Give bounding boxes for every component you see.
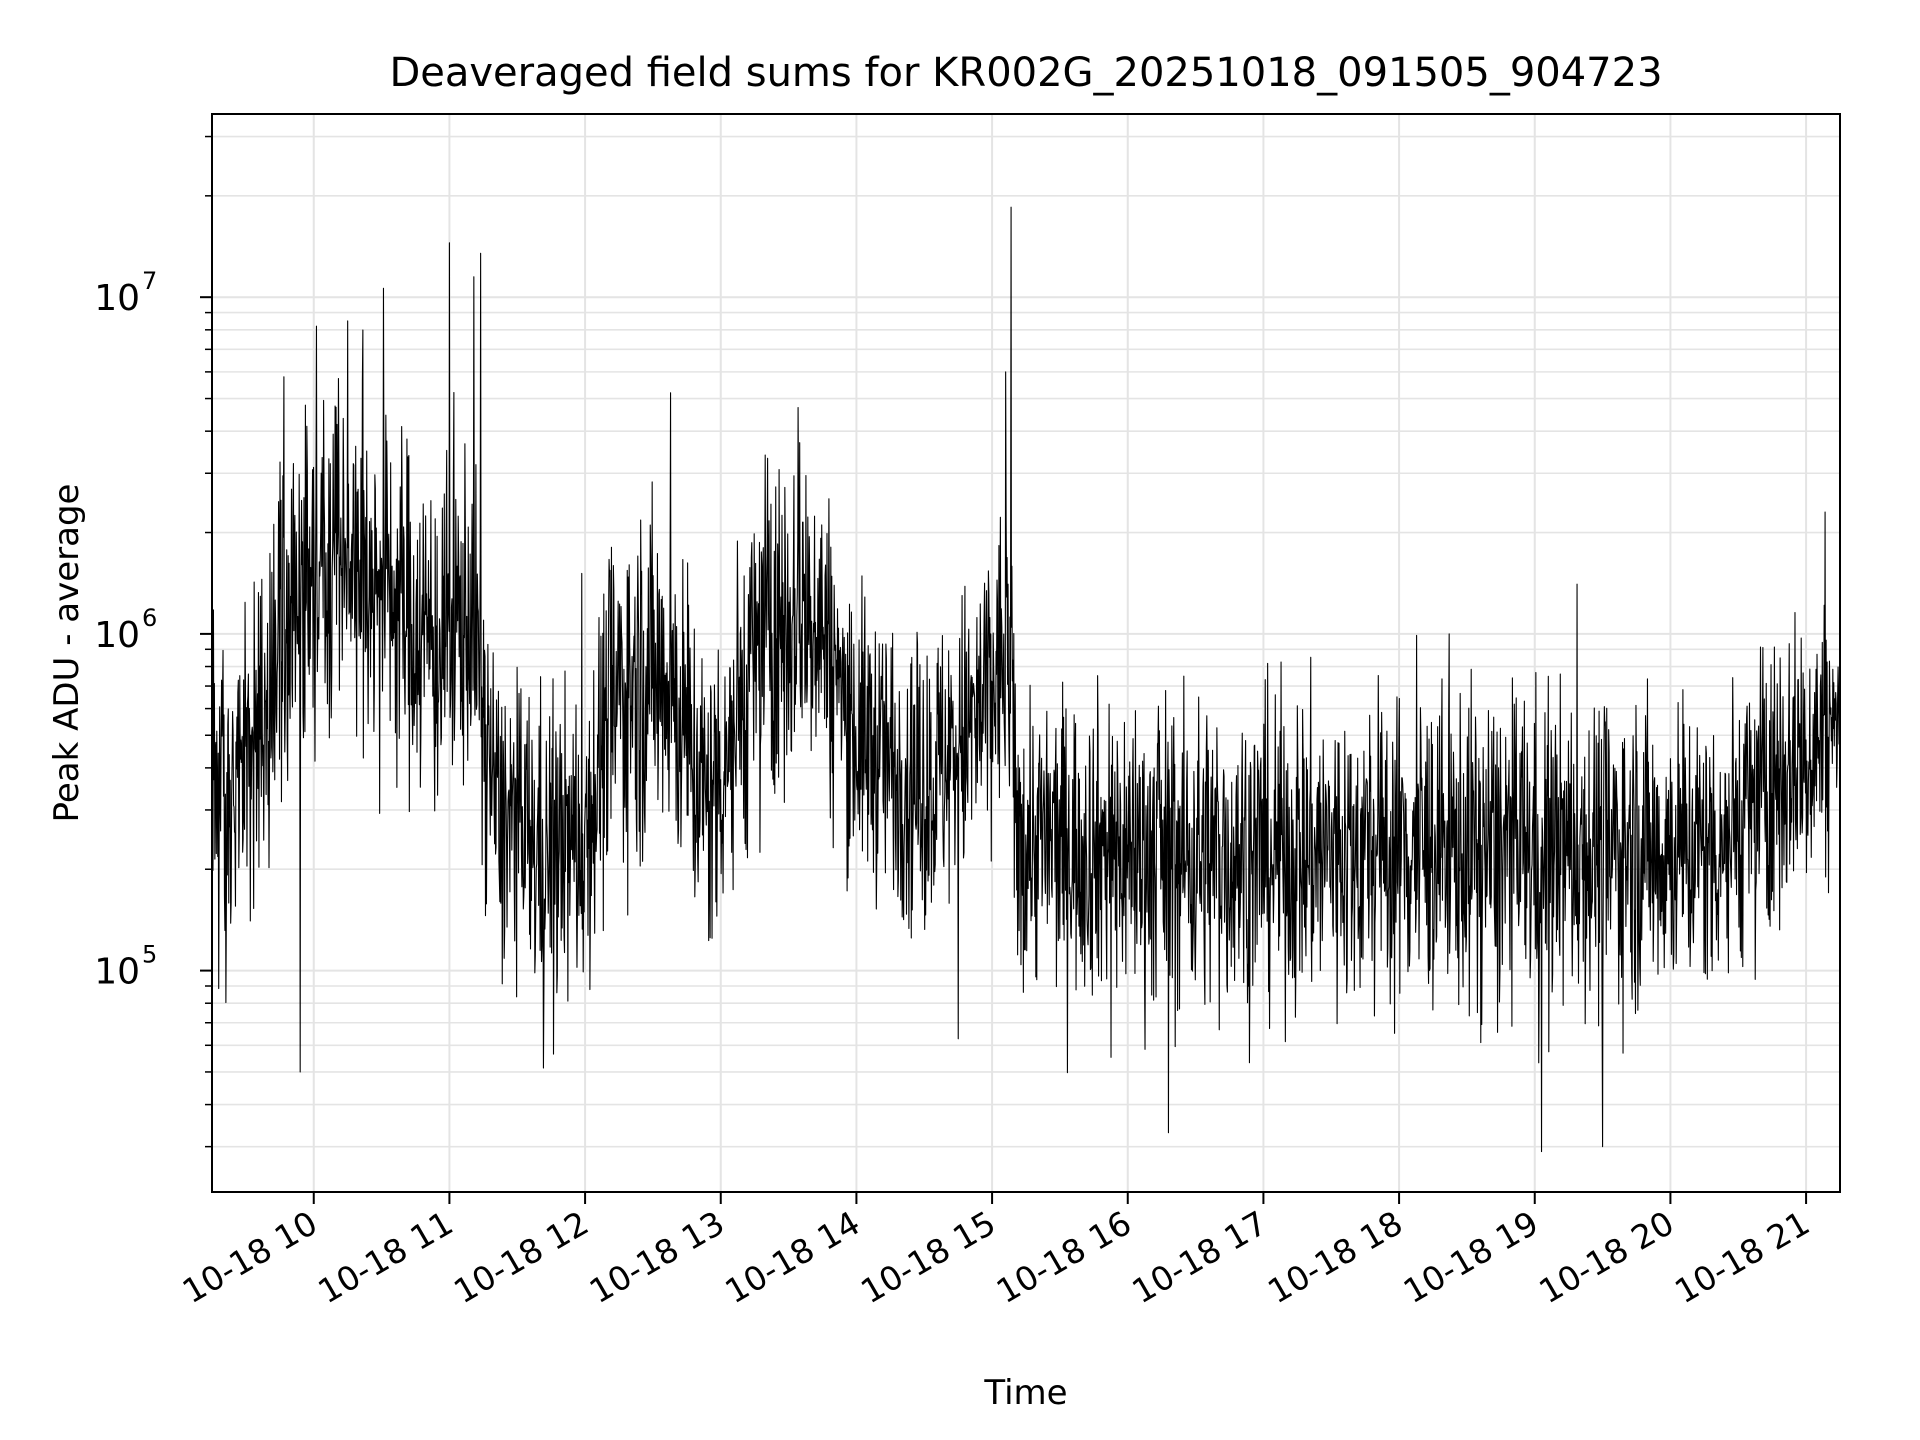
y-axis-label: Peak ADU - average (47, 484, 87, 823)
y-tick-label: 10 (94, 615, 140, 656)
series-line (211, 206, 1841, 1153)
y-tick-exponent: 5 (142, 941, 157, 969)
grid (212, 114, 1840, 1192)
x-axis-label: Time (983, 1373, 1067, 1413)
series-path (211, 206, 1841, 1153)
y-tick-exponent: 6 (142, 604, 157, 632)
y-tick-label: 10 (94, 952, 140, 993)
plot-frame (211, 113, 1841, 1193)
y-tick-label: 10 (94, 278, 140, 319)
y-tick-exponent: 7 (142, 267, 157, 295)
chart-title: Deaveraged field sums for KR002G_2025101… (389, 50, 1662, 96)
